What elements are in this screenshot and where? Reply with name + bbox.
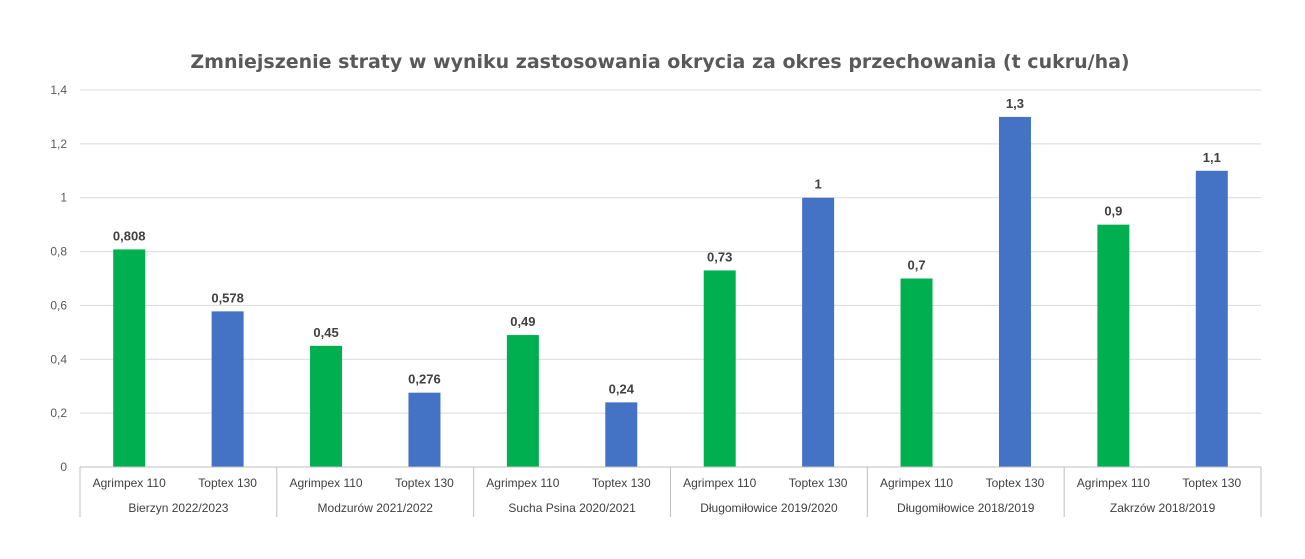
y-tick-label: 1,2 [50, 137, 67, 151]
data-label: 1,3 [1006, 96, 1024, 111]
data-label: 0,73 [707, 249, 732, 264]
bar [998, 116, 1031, 467]
y-tick-label: 1 [60, 191, 67, 205]
x-category-label: Toptex 130 [1182, 476, 1241, 490]
bar [506, 335, 539, 467]
bar [408, 392, 441, 467]
y-tick-label: 1,4 [50, 83, 67, 97]
data-label: 0,49 [510, 314, 535, 329]
x-category-label: Agrimpex 110 [880, 476, 953, 490]
x-category-label: Agrimpex 110 [289, 476, 362, 490]
x-group-label: Sucha Psina 2020/2021 [508, 501, 636, 515]
bar [802, 197, 835, 467]
y-axis-ticks: 0 0,2 0,4 0,6 0,8 1 1,2 1,4 [50, 83, 67, 474]
x-group-label: Bierzyn 2022/2023 [128, 501, 228, 515]
y-tick-label: 0,2 [50, 406, 67, 420]
x-group-label: Długomiłowice 2019/2020 [700, 501, 838, 515]
x-axis: Agrimpex 110 Toptex 130 Bierzyn 2022/2023 A… [79, 466, 1262, 517]
y-tick-label: 0 [60, 460, 67, 474]
data-label: 0,7 [908, 258, 926, 273]
bar [1195, 170, 1228, 468]
data-label: 0,578 [211, 290, 244, 305]
x-category-label: Toptex 130 [198, 476, 257, 490]
x-group-label: Zakrzów 2018/2019 [1110, 501, 1216, 515]
bar [1097, 224, 1130, 467]
x-category-label: Agrimpex 110 [486, 476, 559, 490]
data-labels: 0,808 0,578 0,45 0,276 0,49 0,24 0,73 1 0,7 1,3 0,… [113, 96, 1221, 396]
chart-title: Zmniejszenie straty w wyniku zastosowani… [190, 51, 1129, 73]
x-category-label: Toptex 130 [592, 476, 651, 490]
bar [310, 345, 343, 467]
bars [113, 116, 1228, 468]
x-category-label: Toptex 130 [789, 476, 848, 490]
data-label: 0,808 [113, 228, 146, 243]
x-group-label: Modzurów 2021/2022 [318, 501, 434, 515]
x-category-label: Agrimpex 110 [683, 476, 756, 490]
data-label: 0,276 [408, 372, 441, 387]
grid-lines [80, 89, 1261, 414]
data-label: 0,9 [1104, 204, 1122, 219]
x-category-label: Toptex 130 [986, 476, 1045, 490]
x-category-label: Agrimpex 110 [93, 476, 166, 490]
data-label: 1,1 [1203, 150, 1221, 165]
bar [900, 278, 933, 467]
x-category-label: Agrimpex 110 [1077, 476, 1150, 490]
bar [605, 402, 638, 467]
data-label: 1 [815, 177, 822, 192]
y-tick-label: 0,4 [50, 352, 67, 366]
data-label: 0,45 [313, 325, 338, 340]
y-tick-label: 0,6 [50, 298, 67, 312]
x-group-label: Długomiłowice 2018/2019 [897, 501, 1035, 515]
x-category-label: Toptex 130 [395, 476, 454, 490]
data-label: 0,24 [609, 381, 635, 396]
bar [211, 311, 244, 467]
bar [113, 249, 146, 467]
y-tick-label: 0,8 [50, 245, 67, 259]
bar [703, 270, 736, 467]
